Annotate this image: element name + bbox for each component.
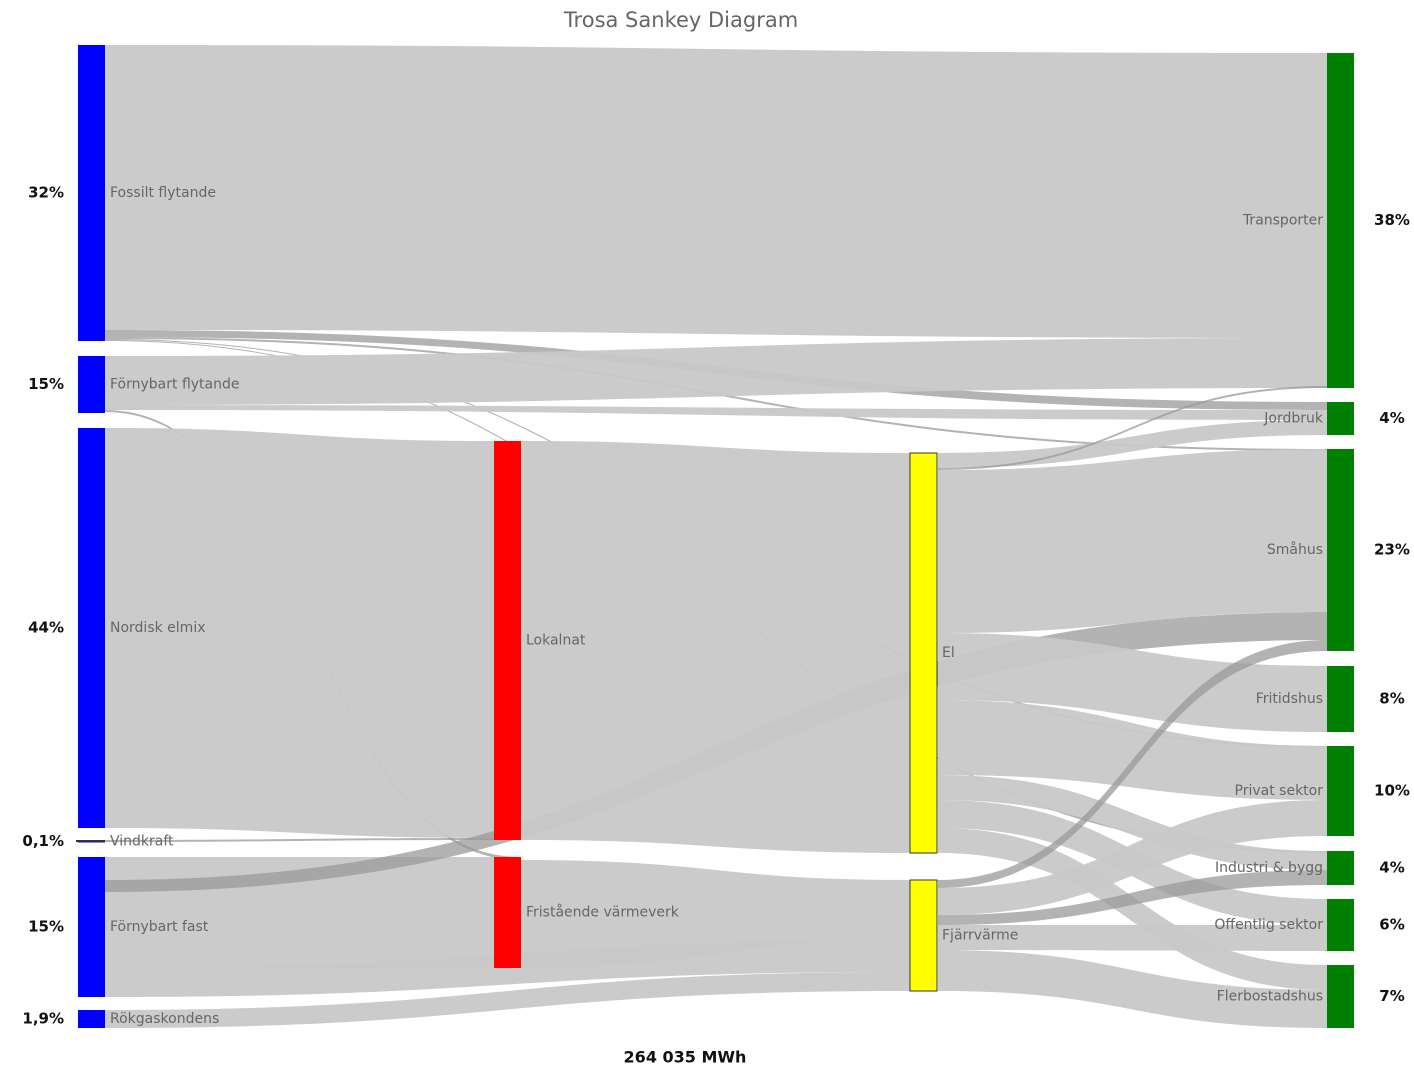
link	[938, 633, 1327, 732]
node-label: Förnybart flytande	[110, 377, 240, 393]
share-label: 0,1%	[22, 832, 64, 850]
node	[78, 356, 105, 413]
link	[938, 449, 1327, 633]
link	[105, 838, 494, 842]
share-label: 10%	[1374, 782, 1410, 800]
link	[105, 338, 1327, 405]
node-label: Fjärrvärme	[942, 928, 1018, 944]
node	[494, 441, 521, 840]
node-label: Fristående värmeverk	[526, 904, 680, 921]
share-label: 38%	[1374, 211, 1410, 229]
link	[938, 800, 1327, 915]
total: 264 035 MWh	[624, 1048, 747, 1067]
node-label: Fossilt flytande	[110, 185, 216, 201]
title: Trosa Sankey Diagram	[563, 8, 798, 32]
node	[1327, 899, 1354, 951]
node-label: Jordbruk	[1263, 411, 1324, 427]
node	[1327, 53, 1354, 388]
share-label: 4%	[1379, 409, 1404, 427]
node-label: Offentlig sektor	[1214, 917, 1323, 933]
node	[78, 1010, 105, 1028]
node-label: Småhus	[1267, 541, 1323, 558]
links	[105, 45, 1327, 1028]
node	[1327, 851, 1354, 885]
node	[78, 428, 105, 828]
share-label: 4%	[1379, 859, 1404, 877]
link	[938, 870, 1327, 925]
node-label: Industri & bygg	[1215, 860, 1323, 876]
link	[938, 420, 1327, 468]
share-label: 7%	[1379, 987, 1404, 1005]
node-label: Fritidshus	[1256, 691, 1323, 707]
share-label: 44%	[28, 619, 64, 637]
share-label: 15%	[28, 375, 64, 393]
link	[105, 405, 1327, 420]
node	[909, 452, 938, 854]
node-label: El	[942, 645, 955, 661]
node	[1327, 449, 1354, 651]
node-label: Förnybart fast	[110, 919, 209, 935]
link	[521, 860, 910, 968]
node-label: Flerbostadshus	[1217, 989, 1323, 1005]
link	[938, 386, 1327, 470]
link	[105, 45, 1327, 338]
node	[1327, 746, 1354, 836]
node	[78, 857, 105, 997]
share-label: 1,9%	[22, 1010, 64, 1028]
node	[1327, 965, 1354, 1028]
link	[521, 441, 910, 853]
node-label: Nordisk elmix	[110, 620, 206, 636]
node	[494, 857, 521, 968]
link	[938, 700, 1327, 800]
node-label: Privat sektor	[1235, 783, 1324, 799]
node-label: Vindkraft	[110, 834, 174, 850]
link	[938, 775, 1327, 870]
node-label: Transporter	[1242, 213, 1323, 229]
share-label: 8%	[1379, 690, 1404, 708]
node-label: Lokalnat	[526, 633, 586, 649]
nodes: Fossilt flytande 32% Förnybart flytande 15%…	[22, 45, 1410, 1028]
share-label: 15%	[28, 918, 64, 936]
link	[105, 972, 910, 1028]
share-label: 23%	[1374, 541, 1410, 559]
link	[938, 950, 1327, 1028]
node	[78, 45, 105, 341]
share-label: 6%	[1379, 916, 1404, 934]
link	[105, 428, 494, 838]
link	[938, 640, 1327, 888]
share-label: 32%	[28, 184, 64, 202]
node	[1327, 402, 1354, 435]
node-label: Rökgaskondens	[110, 1011, 219, 1027]
node	[909, 879, 938, 992]
link	[938, 828, 1327, 990]
link	[938, 925, 1327, 951]
node	[1327, 666, 1354, 732]
